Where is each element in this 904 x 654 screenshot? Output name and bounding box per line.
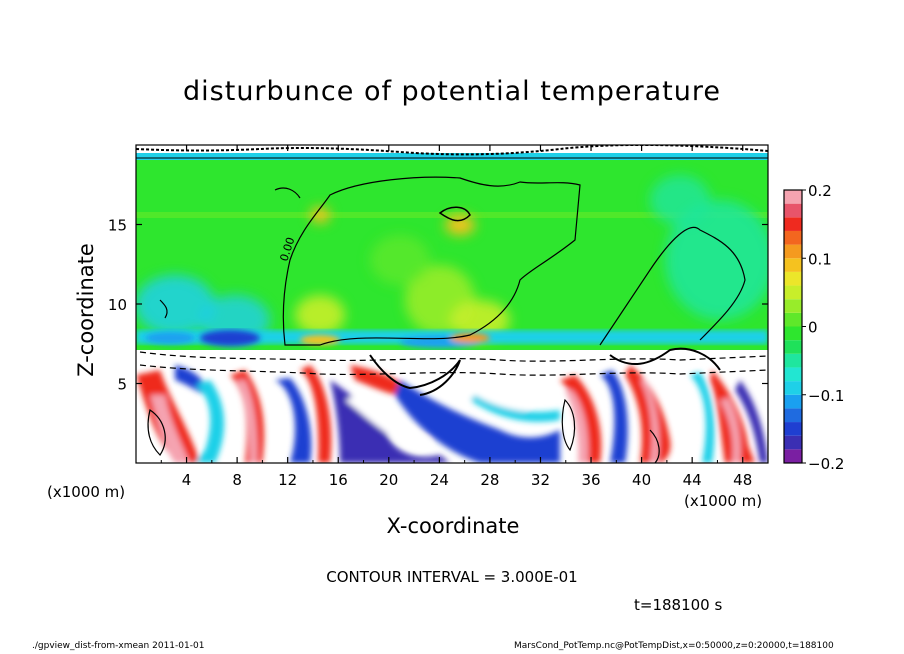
lower-plumes — [136, 365, 768, 463]
x-tick-label: 44 — [683, 471, 702, 489]
colorbar-swatch — [784, 190, 802, 204]
x-tick-label: 32 — [531, 471, 550, 489]
colorbar-label: 0 — [808, 319, 818, 337]
colorbar-swatch — [784, 299, 802, 313]
x-tick-label: 48 — [733, 471, 752, 489]
x-unit-label-right: (x1000 m) — [684, 492, 763, 510]
colorbar-label: 0.2 — [808, 182, 832, 200]
colorbar-swatch — [784, 435, 802, 450]
y-tick-label: 10 — [108, 296, 127, 314]
x-tick-label: 40 — [632, 471, 651, 489]
contour-interval-text: CONTOUR INTERVAL = 3.000E-01 — [326, 568, 578, 586]
x-tick-label: 20 — [379, 471, 398, 489]
x-axis-label-text: X-coordinate — [386, 514, 520, 538]
colorbar-swatch — [784, 271, 802, 286]
y-tick-label: 15 — [108, 217, 127, 235]
x-unit-label-left: (x1000 m) — [47, 483, 126, 501]
colorbar-swatch — [784, 381, 802, 395]
top-noise-band — [136, 145, 768, 155]
contour-lines — [136, 145, 768, 463]
colorbar-swatch — [784, 326, 802, 341]
colorbar-swatch — [784, 449, 802, 463]
colorbar-swatch — [784, 258, 802, 272]
chart-title: disturbunce of potential temperature — [183, 76, 721, 107]
colorbar-swatch — [784, 353, 802, 368]
footer-source: MarsCond_PotTemp.nc@PotTempDist,x=0:5000… — [514, 641, 834, 651]
y-axis-label: Z-coordinate — [74, 243, 98, 377]
footer-command: ./gpview_dist-from-xmean 2011-01-01 — [32, 641, 205, 651]
colorbar-swatch — [784, 285, 802, 300]
top-cyan-band — [136, 153, 768, 160]
y-tick-label: 5 — [117, 376, 127, 394]
x-tick-label: 24 — [430, 471, 449, 489]
x-tick-label: 36 — [581, 471, 600, 489]
colorbar-swatch — [784, 394, 802, 409]
colorbar-swatch — [784, 422, 802, 436]
colorbar-swatch — [784, 312, 802, 327]
colorbar-swatch — [784, 340, 802, 354]
heatmap-field — [136, 145, 768, 463]
x-axis: 4 8 12 16 20 24 28 32 36 40 44 48 — [160, 145, 752, 489]
band-15km — [136, 212, 768, 218]
x-axis-label: X-coordinate — [0, 514, 904, 538]
colorbar-label: −0.2 — [808, 455, 844, 473]
x-tick-label: 4 — [182, 471, 192, 489]
colorbar-swatch — [784, 217, 802, 231]
colorbar-swatch — [784, 244, 802, 259]
colorbar-swatch — [784, 408, 802, 423]
x-tick-label: 28 — [480, 471, 499, 489]
colorbar-swatch — [784, 203, 802, 218]
x-tick-label: 16 — [329, 471, 348, 489]
x-tick-label: 8 — [232, 471, 242, 489]
time-annotation: t=188100 s — [634, 596, 723, 614]
colorbar-label: −0.1 — [808, 387, 844, 405]
colorbar: 0.2 0.1 0 −0.1 −0.2 — [783, 182, 844, 473]
colorbar-swatch — [784, 230, 802, 245]
colorbar-label: 0.1 — [808, 250, 832, 268]
x-tick-label: 12 — [278, 471, 297, 489]
y-axis: 5 10 15 — [108, 217, 768, 394]
colorbar-swatch — [784, 367, 802, 382]
